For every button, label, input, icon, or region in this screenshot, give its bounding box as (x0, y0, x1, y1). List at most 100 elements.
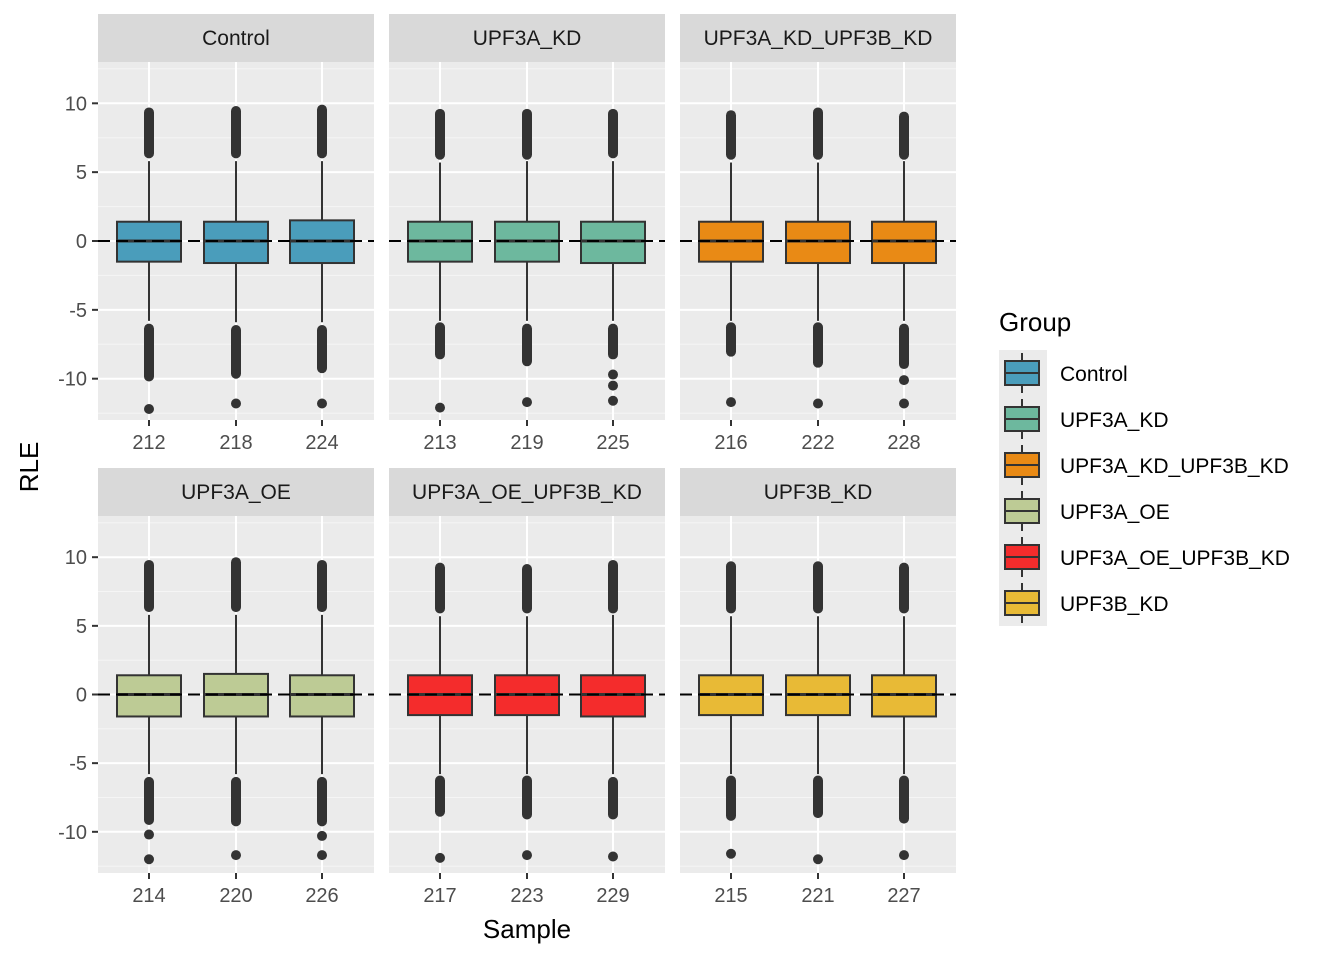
y-tick-label: -10 (58, 822, 87, 844)
facet-title: UPF3A_KD_UPF3B_KD (704, 27, 933, 50)
outlier-cluster (813, 107, 823, 160)
outlier-cluster (144, 776, 154, 825)
outlier-cluster (231, 324, 241, 379)
facet-strip (389, 468, 665, 516)
outlier-cluster (231, 776, 241, 827)
y-tick-label: -5 (69, 753, 87, 775)
x-axis-title: Sample (483, 914, 571, 944)
outlier-point (726, 848, 736, 859)
x-tick-label: 222 (801, 432, 834, 454)
outlier-point (144, 829, 154, 840)
facet-panel: UPF3A_KD_UPF3B_KD 216 222 228 (680, 14, 956, 454)
legend-key-5: UPF3B_KD (1004, 583, 1169, 623)
facet-panels: Control 212 218 224 10 5 0 -5 -10 UPF3A_KD 213 219 2… (58, 14, 956, 907)
outlier-point (608, 369, 618, 380)
facet-panel: UPF3A_OE_UPF3B_KD 217 223 229 (389, 468, 665, 907)
facet-panel: Control 212 218 224 10 5 0 -5 -10 (58, 14, 374, 454)
outlier-cluster (317, 559, 327, 613)
x-tick-label: 212 (132, 432, 165, 454)
outlier-cluster (435, 562, 445, 614)
legend-key-3: UPF3A_OE (1004, 491, 1170, 531)
box-214 (116, 559, 182, 865)
x-tick-label: 213 (423, 432, 456, 454)
facet-strip (680, 468, 956, 516)
outlier-cluster (608, 776, 618, 820)
outlier-cluster (608, 323, 618, 360)
box-216 (698, 110, 764, 408)
outlier-point (608, 851, 618, 862)
facet-strip (389, 14, 665, 62)
legend-label: UPF3B_KD (1060, 593, 1169, 616)
outlier-cluster (726, 775, 736, 821)
outlier-cluster (813, 322, 823, 368)
facet-strip (680, 14, 956, 62)
outlier-cluster (726, 561, 736, 614)
box-229 (580, 559, 646, 862)
y-tick-label: 5 (76, 616, 87, 638)
x-tick-label: 217 (423, 885, 456, 907)
legend-label: Control (1060, 363, 1128, 386)
x-tick-label: 228 (887, 432, 920, 454)
legend-label: UPF3A_KD (1060, 409, 1169, 432)
outlier-cluster (608, 559, 618, 614)
facet-title: Control (202, 27, 270, 50)
facet-panel: UPF3A_OE 214 220 226 10 5 0 -5 -10 (58, 468, 374, 907)
outlier-cluster (899, 775, 909, 824)
outlier-cluster (899, 111, 909, 160)
facet-title: UPF3B_KD (764, 481, 873, 504)
facet-panel: UPF3B_KD 215 221 227 (680, 468, 956, 907)
outlier-point (899, 375, 909, 386)
outlier-cluster (435, 775, 445, 817)
facet-title: UPF3A_KD (473, 27, 582, 50)
facet-title: UPF3A_OE (181, 481, 291, 504)
y-axis-title: RLE (14, 442, 44, 493)
outlier-cluster (726, 110, 736, 160)
outlier-cluster (231, 557, 241, 613)
outlier-point (231, 398, 241, 409)
outlier-point (608, 395, 618, 406)
outlier-cluster (317, 776, 327, 827)
outlier-point (522, 850, 532, 861)
x-tick-label: 225 (596, 432, 629, 454)
outlier-point (435, 402, 445, 413)
legend-background (999, 350, 1047, 626)
outlier-point (435, 852, 445, 863)
x-tick-label: 220 (219, 885, 252, 907)
legend: Group Control UPF3A_KD UPF3A_KD_UPF3B_KD UP… (999, 307, 1290, 626)
x-tick-label: 215 (714, 885, 747, 907)
x-tick-label: 223 (510, 885, 543, 907)
outlier-cluster (435, 108, 445, 160)
box-225 (580, 108, 646, 406)
box-222 (785, 107, 851, 409)
box-226 (289, 559, 355, 861)
y-tick-label: 0 (76, 231, 87, 253)
outlier-cluster (522, 323, 532, 367)
outlier-point (317, 830, 327, 841)
legend-key-1: UPF3A_KD (1004, 399, 1169, 439)
outlier-point (608, 380, 618, 391)
outlier-cluster (317, 104, 327, 159)
x-tick-label: 216 (714, 432, 747, 454)
legend-label: UPF3A_OE (1060, 501, 1170, 524)
facet-panel: UPF3A_KD 213 219 225 (389, 14, 665, 454)
outlier-cluster (522, 564, 532, 614)
y-tick-label: -10 (58, 369, 87, 391)
outlier-point (899, 398, 909, 409)
x-tick-label: 227 (887, 885, 920, 907)
facet-strip (98, 468, 374, 516)
x-tick-label: 226 (305, 885, 338, 907)
legend-title: Group (999, 307, 1071, 337)
outlier-cluster (899, 323, 909, 370)
outlier-cluster (608, 108, 618, 159)
y-tick-label: 5 (76, 162, 87, 184)
box-227 (871, 562, 937, 861)
facet-strip (98, 14, 374, 62)
outlier-point (813, 398, 823, 409)
outlier-cluster (435, 322, 445, 360)
outlier-cluster (899, 562, 909, 614)
y-tick-label: 10 (65, 547, 87, 569)
box-218 (203, 106, 269, 409)
legend-key-0: Control (1004, 353, 1128, 393)
outlier-cluster (813, 775, 823, 819)
